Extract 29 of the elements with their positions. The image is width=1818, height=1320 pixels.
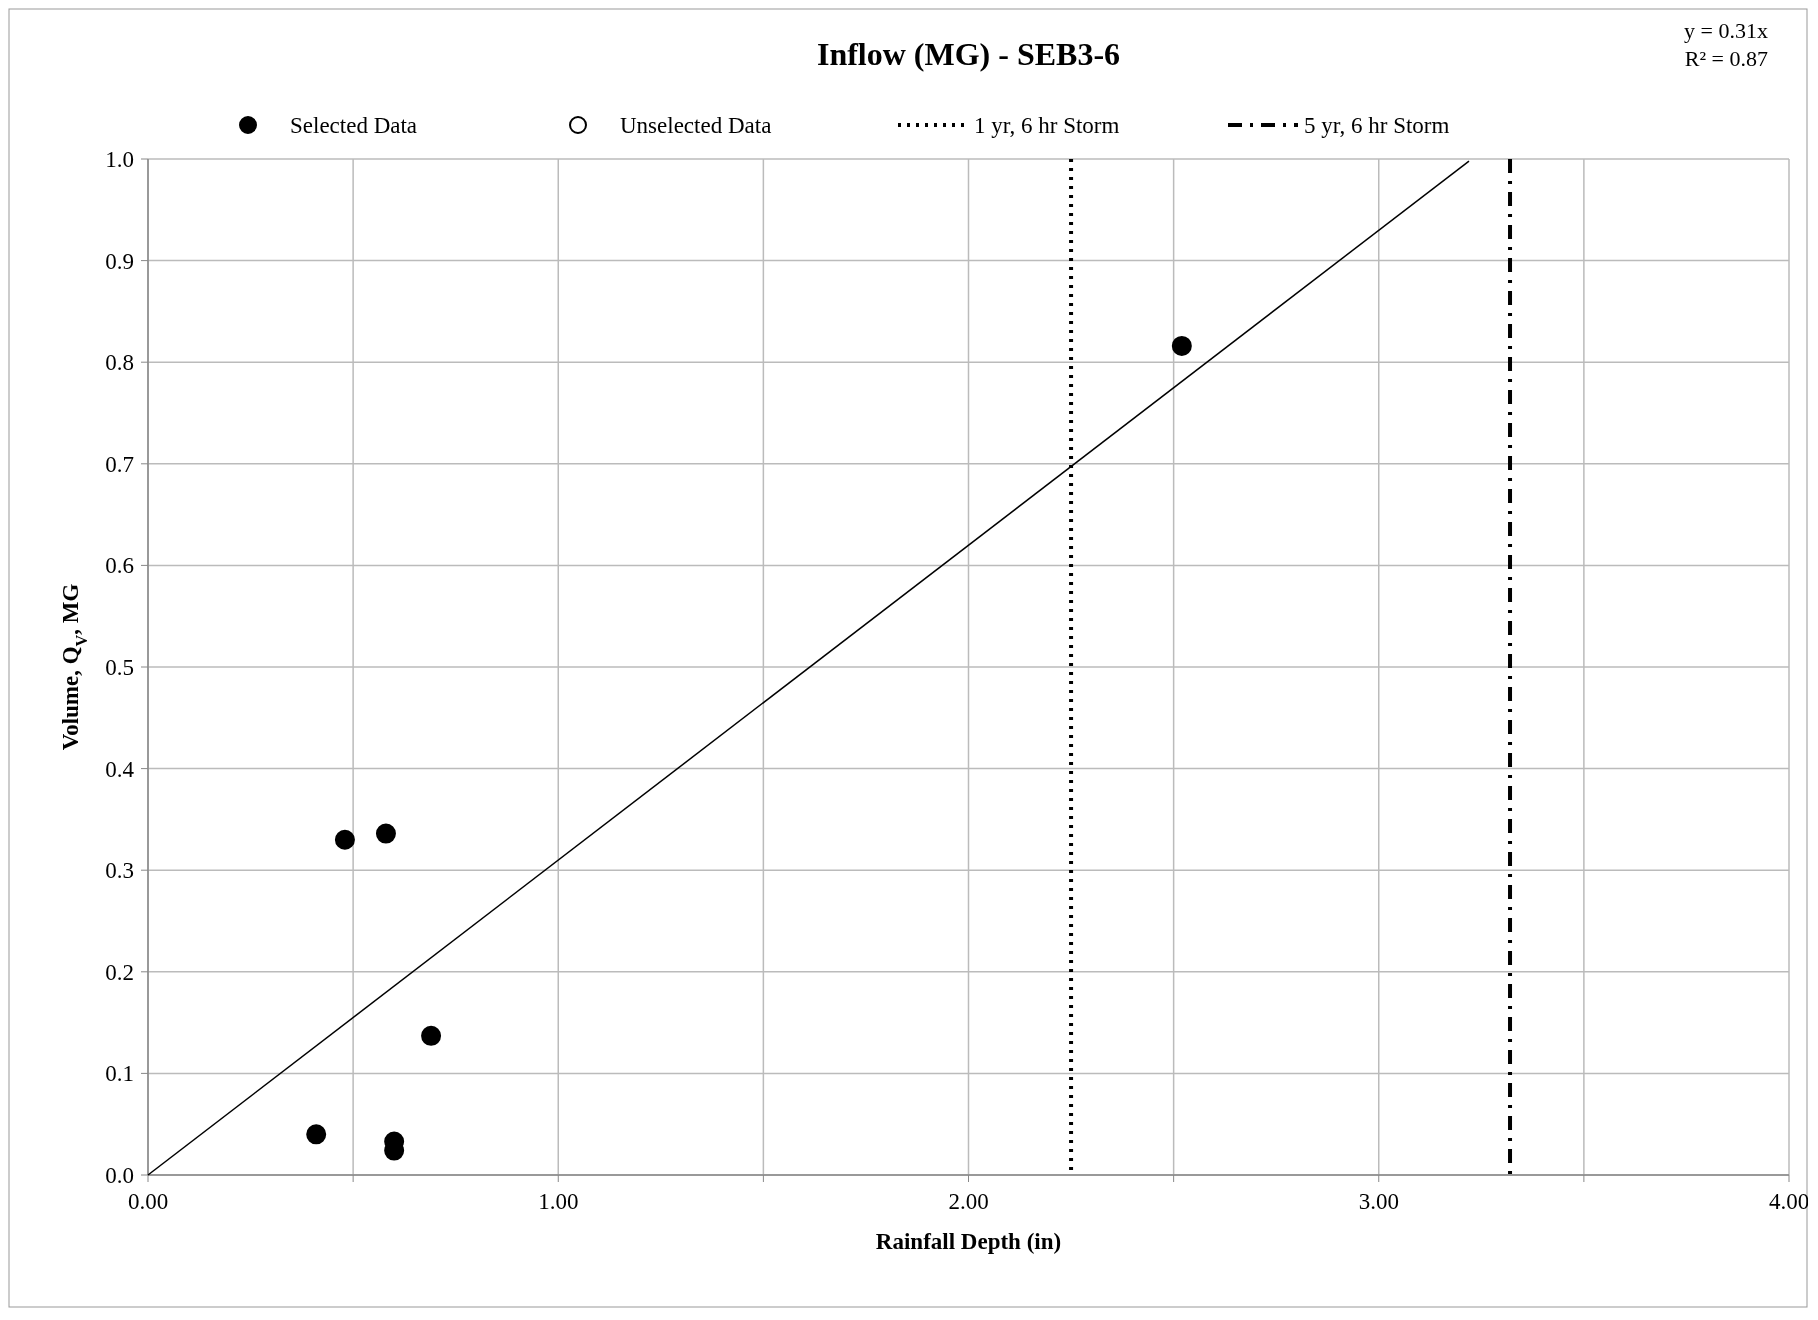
legend-label: Selected Data [290, 113, 418, 138]
x-tick-label: 4.00 [1768, 1189, 1810, 1214]
x-tick-label: 1.00 [538, 1189, 579, 1214]
y-tick-label: 0.8 [105, 350, 134, 376]
x-tick-label: 0.00 [127, 1189, 169, 1214]
legend-label: 1 yr, 6 hr Storm [974, 113, 1120, 138]
text: R² = 0.87 [1684, 46, 1768, 71]
x-tick-label: 3.00 [1358, 1189, 1399, 1214]
y-tick-label: 0.6 [105, 553, 134, 579]
y-tick-label: 0.3 [105, 858, 134, 884]
point [1171, 335, 1192, 356]
y-tick-label: 0.4 [105, 756, 135, 782]
point [421, 1025, 442, 1046]
y-tick-label: 0.0 [105, 1163, 134, 1188]
y-tick-label: 0.9 [105, 248, 134, 274]
point [375, 823, 396, 844]
y-tick-label: 0.1 [105, 1061, 134, 1087]
y-tick-label: 0.5 [105, 655, 134, 680]
text: y = 0.31x [1684, 18, 1768, 43]
x-tick-label: 2.00 [948, 1189, 989, 1214]
legend-label: 5 yr, 6 hr Storm [1304, 113, 1450, 138]
y-tick-label: 1.0 [105, 147, 134, 172]
legend-label: Unselected Data [620, 113, 772, 138]
chart-title: Inflow (MG) - SEB3-6 [816, 36, 1121, 72]
point [334, 829, 355, 850]
y-tick-label: 0.7 [105, 451, 134, 477]
y-tick-label: 0.2 [105, 959, 134, 985]
point [306, 1124, 327, 1145]
x-axis-title: Rainfall Depth (in) [875, 1229, 1062, 1254]
